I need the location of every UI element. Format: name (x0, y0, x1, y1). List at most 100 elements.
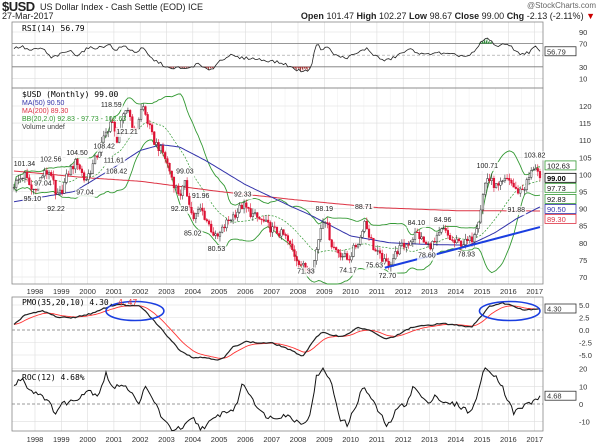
candle-body (34, 188, 37, 191)
value-tag-box (544, 194, 577, 204)
annotation-text: 84.10 (408, 220, 426, 227)
candle-body (444, 228, 447, 231)
candle-body (19, 178, 22, 181)
candle-body (459, 240, 463, 247)
rsi-overbought-fill (489, 40, 492, 44)
annotation-bg (475, 161, 500, 171)
annotation-text: 78.93 (458, 251, 476, 258)
annotation-text: 108.42 (94, 144, 116, 151)
chg-value: -2.13 (-2.11%) (526, 11, 584, 21)
candle-body (157, 142, 160, 152)
price-tick-label: 115 (579, 119, 591, 128)
chg-label: Chg (506, 11, 525, 21)
candle-body (293, 249, 296, 257)
candle-body (260, 218, 263, 220)
candle-body (409, 241, 412, 246)
candle-body (104, 131, 108, 137)
candle-body (466, 238, 469, 241)
candle-body (23, 172, 27, 179)
price-tick-label: 70 (579, 273, 587, 282)
candle-body (490, 177, 493, 182)
candle-body (216, 233, 219, 237)
x-tick-label: 2008 (290, 435, 307, 444)
pmo-tick-label: -2.5 (579, 339, 592, 348)
candle-body (326, 222, 329, 224)
price-annotation: 100.71 (475, 161, 500, 171)
price-annotation: 103.82 (522, 151, 547, 161)
candle-body (258, 217, 261, 220)
open-value: 101.47 (326, 11, 354, 21)
rsi-overbought-fill (487, 40, 490, 44)
x-tick-label: 1999 (53, 287, 70, 296)
price-annotation: 101.34 (12, 159, 37, 169)
trendline (384, 226, 541, 269)
candle-body (96, 155, 99, 158)
candle-body (129, 110, 132, 117)
roc-panel (11, 370, 544, 432)
candle-body (61, 189, 64, 194)
price-tick-label: 75 (579, 256, 587, 265)
candle-body (317, 239, 320, 250)
pmo-tick-label: 5.0 (579, 301, 589, 310)
price-annotation: 78.93 (456, 250, 477, 260)
candle-body (405, 244, 408, 248)
candle-body (503, 177, 506, 182)
candle-body (183, 180, 187, 187)
x-tick-label: 1998 (27, 435, 44, 444)
candle-body (378, 250, 382, 254)
rsi-tick-label: 30 (579, 63, 587, 72)
x-tick-label: 2001 (106, 287, 123, 296)
candle-body (98, 151, 101, 158)
x-tick-label: 2017 (526, 287, 543, 296)
candle-body (420, 236, 423, 240)
candle-body (381, 252, 384, 264)
candle-body (26, 172, 29, 179)
candle-body (374, 249, 377, 252)
candle-body (109, 121, 112, 132)
candle-body (315, 249, 318, 261)
candle-body (144, 106, 147, 115)
candle-body (50, 172, 53, 176)
candle-body (153, 131, 156, 145)
annotation-bg (22, 195, 43, 205)
candle-body (442, 228, 445, 230)
candle-body (78, 164, 81, 170)
candle-body (321, 222, 325, 229)
annotation-bg (406, 218, 427, 228)
annotation-bg (33, 179, 53, 189)
candle-body (69, 166, 73, 175)
candle-body (536, 168, 539, 172)
candle-body (365, 221, 368, 230)
annotation-bg (233, 190, 253, 200)
pmo-value-tag: 4.30 (544, 303, 577, 314)
annotation-text: 88.19 (316, 206, 334, 213)
candle-body (519, 188, 522, 194)
candle-body (455, 238, 458, 243)
stockcharts-watermark: @StockCharts.com (526, 1, 596, 10)
rsi-oversold-fill (209, 66, 212, 69)
candle-body (218, 231, 222, 237)
rsi-oversold-fill (296, 66, 299, 70)
price-annotation: 92.33 (233, 190, 253, 200)
candle-body (139, 109, 143, 120)
price-annotation: 74.17 (338, 266, 358, 276)
ma50-legend: MA(50) 90.50 (22, 100, 65, 107)
candle-body (446, 230, 450, 236)
candle-body (54, 180, 57, 195)
candle-body (41, 175, 44, 178)
candle-body (15, 180, 18, 188)
candle-body (385, 258, 388, 262)
price-tick-label: 85 (579, 222, 587, 231)
price-annotation: 88.19 (314, 204, 335, 214)
x-tick-label: 2013 (421, 435, 438, 444)
x-tick-label: 1998 (27, 287, 44, 296)
candle-body (82, 172, 86, 181)
candle-body (396, 251, 399, 255)
price-annotation: 78.60 (417, 251, 437, 261)
price-annotation: 99.03 (175, 167, 195, 177)
price-annotation: 85.02 (183, 229, 203, 239)
x-tick-label: 2014 (447, 287, 464, 296)
candle-body (345, 253, 349, 260)
candle-body (196, 209, 200, 214)
x-tick-label: 2002 (132, 435, 149, 444)
